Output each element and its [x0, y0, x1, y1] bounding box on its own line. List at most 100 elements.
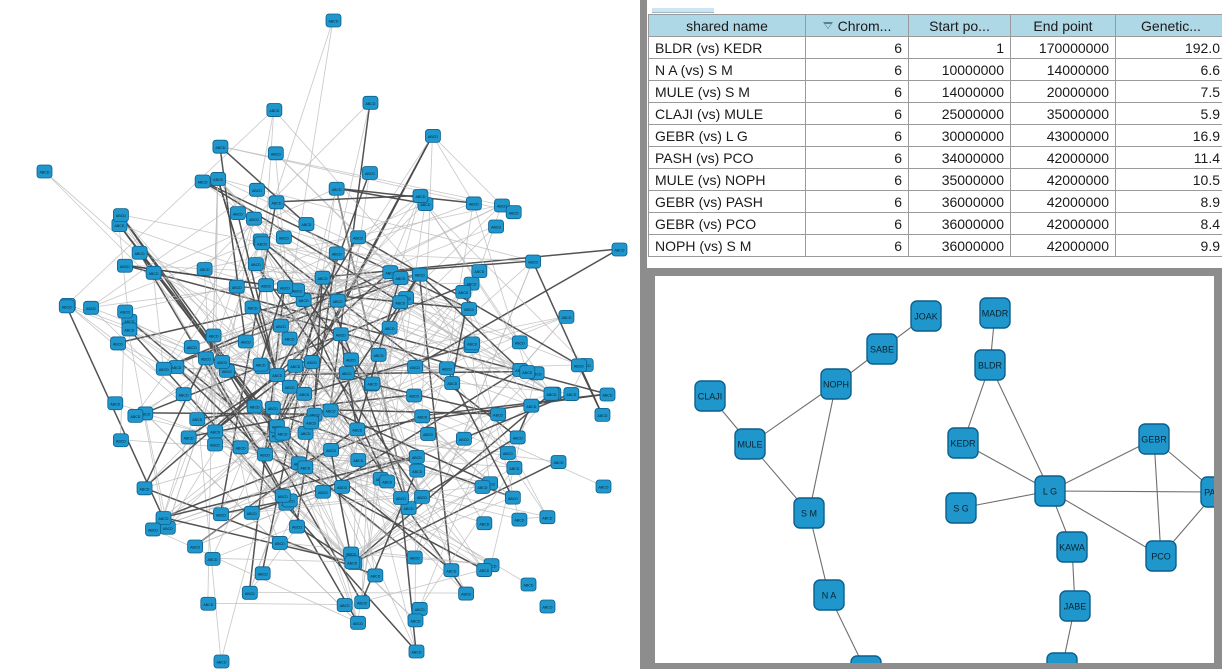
main-network-node[interactable]: ABCD: [455, 284, 472, 299]
main-network-edge[interactable]: [214, 443, 287, 504]
main-network-edge[interactable]: [289, 499, 353, 563]
main-network-edge[interactable]: [399, 497, 417, 652]
main-network-node[interactable]: ABCD: [539, 510, 556, 525]
main-network-node[interactable]: ABCD: [155, 511, 172, 525]
subnetwork-edge[interactable]: [989, 364, 1051, 492]
main-network-edge[interactable]: [400, 404, 532, 498]
main-network-edge[interactable]: [205, 271, 390, 359]
main-network-edge[interactable]: [259, 277, 401, 365]
main-network-node[interactable]: ABCD: [58, 299, 75, 314]
main-network-node[interactable]: ABCD: [370, 347, 387, 362]
main-network-node[interactable]: ABCD: [298, 217, 315, 231]
main-network-node[interactable]: ABCD: [127, 408, 144, 423]
subnetwork-node-gebr[interactable]: GEBR: [1138, 423, 1170, 455]
main-network-node[interactable]: ABCD: [362, 166, 378, 180]
main-network-node[interactable]: ABCD: [465, 196, 482, 211]
main-network-edge[interactable]: [276, 372, 347, 375]
main-network-edge[interactable]: [152, 187, 337, 273]
main-network-edge[interactable]: [134, 242, 263, 416]
main-network-edge[interactable]: [212, 557, 352, 563]
main-network-edge[interactable]: [432, 135, 502, 206]
main-network-node[interactable]: ABCD: [246, 399, 263, 414]
subnetwork-node-na[interactable]: N A: [813, 579, 845, 611]
main-network-edge[interactable]: [276, 277, 401, 426]
main-network-node[interactable]: ABCD: [246, 211, 262, 226]
main-network-node[interactable]: ABCD: [315, 484, 331, 499]
main-network-node[interactable]: ABCD: [113, 208, 129, 223]
subnetwork-graph[interactable]: CLAJI MULE NOPH SABE JOAK S M N A MIWE MADR BLDR K…: [655, 276, 1214, 663]
main-network-node[interactable]: ABCD: [520, 577, 537, 592]
table-row[interactable]: N A (vs) S M 6 10000000 14000000 6.6: [648, 58, 1222, 81]
main-network-node[interactable]: ABCD: [509, 430, 526, 445]
main-network-node[interactable]: ABCD: [343, 352, 359, 367]
subnetwork-node-pco[interactable]: PCO: [1145, 540, 1177, 572]
main-network-node[interactable]: ABCD: [272, 318, 289, 333]
main-network-edge[interactable]: [90, 306, 192, 347]
main-network-edge[interactable]: [219, 145, 502, 206]
main-network-edge[interactable]: [340, 333, 447, 369]
main-network-node[interactable]: ABCD: [411, 267, 428, 282]
main-network-edge[interactable]: [251, 497, 401, 513]
main-network-edge[interactable]: [253, 217, 420, 275]
main-network-edge[interactable]: [414, 248, 620, 368]
main-network-node[interactable]: ABCD: [281, 331, 298, 346]
main-network-edge[interactable]: [361, 382, 373, 602]
main-network-node[interactable]: ABCD: [571, 358, 587, 373]
subnetwork-edge[interactable]: [1049, 438, 1155, 492]
main-network-edge[interactable]: [134, 299, 338, 416]
main-network-edge[interactable]: [152, 271, 290, 339]
main-network-node[interactable]: ABCD: [243, 505, 260, 520]
main-network-node[interactable]: ABCD: [325, 13, 342, 28]
main-network-node[interactable]: ABCD: [411, 602, 428, 616]
main-network-edge[interactable]: [329, 409, 422, 497]
main-network-edge[interactable]: [255, 263, 469, 309]
main-network-node[interactable]: ABCD: [406, 550, 423, 565]
subnetwork-edge[interactable]: [1049, 490, 1214, 493]
main-network-node[interactable]: ABCD: [488, 219, 504, 234]
subnetwork-node-noph[interactable]: NOPH: [820, 368, 852, 400]
main-network-node[interactable]: ABCD: [367, 568, 384, 583]
main-network-node[interactable]: ABCD: [332, 327, 349, 342]
main-network-edge[interactable]: [329, 449, 353, 563]
main-network-edge[interactable]: [143, 357, 207, 489]
main-network-node[interactable]: ABCD: [328, 246, 345, 261]
main-network-edge[interactable]: [341, 273, 420, 487]
main-network-node[interactable]: ABCD: [131, 245, 148, 260]
main-network-node[interactable]: ABCD: [504, 490, 521, 505]
main-network-node[interactable]: ABCD: [155, 361, 172, 376]
subnetwork-edge[interactable]: [1153, 438, 1162, 557]
main-network-edge[interactable]: [201, 180, 323, 278]
main-network-node[interactable]: ABCD: [344, 555, 361, 570]
main-network-edge[interactable]: [399, 301, 415, 396]
main-network-node[interactable]: ABCD: [204, 551, 221, 566]
main-network-node[interactable]: ABCD: [277, 280, 293, 295]
main-network-node[interactable]: ABCD: [207, 424, 224, 439]
main-network-edge[interactable]: [329, 354, 379, 411]
main-network-edge[interactable]: [357, 459, 376, 575]
main-network-node[interactable]: ABCD: [110, 336, 126, 351]
main-network-edge[interactable]: [414, 291, 464, 367]
main-network-edge[interactable]: [389, 260, 533, 273]
main-network-edge[interactable]: [353, 496, 513, 563]
main-network-node[interactable]: ABCD: [409, 463, 426, 478]
main-network-node[interactable]: ABCD: [314, 270, 331, 285]
main-network-panel[interactable]: ABCD ABCD ABCD ABCD ABCD ABCD ABCD ABCD ABCD ABCD…: [0, 0, 640, 669]
subnetwork-node-pash[interactable]: PASH: [1200, 476, 1214, 508]
main-network-node[interactable]: ABCD: [274, 488, 291, 503]
main-network-node[interactable]: ABCD: [392, 271, 409, 285]
main-network-node[interactable]: ABCD: [198, 351, 214, 366]
main-network-edge[interactable]: [220, 466, 306, 515]
main-network-node[interactable]: ABCD: [210, 172, 227, 186]
main-network-edge[interactable]: [353, 428, 358, 563]
main-network-edge[interactable]: [353, 460, 559, 564]
main-network-edge[interactable]: [419, 195, 552, 394]
main-network-edge[interactable]: [279, 542, 352, 563]
main-network-node[interactable]: ABCD: [407, 359, 423, 374]
main-network-node[interactable]: ABCD: [499, 446, 516, 460]
main-network-edge[interactable]: [255, 263, 472, 346]
table-row[interactable]: BLDR (vs) KEDR 6 1 170000000 192.0: [648, 36, 1222, 59]
main-network-edge[interactable]: [276, 315, 567, 375]
main-network-edge[interactable]: [167, 204, 502, 528]
main-network-edge[interactable]: [162, 217, 254, 369]
main-network-edge[interactable]: [278, 297, 407, 543]
